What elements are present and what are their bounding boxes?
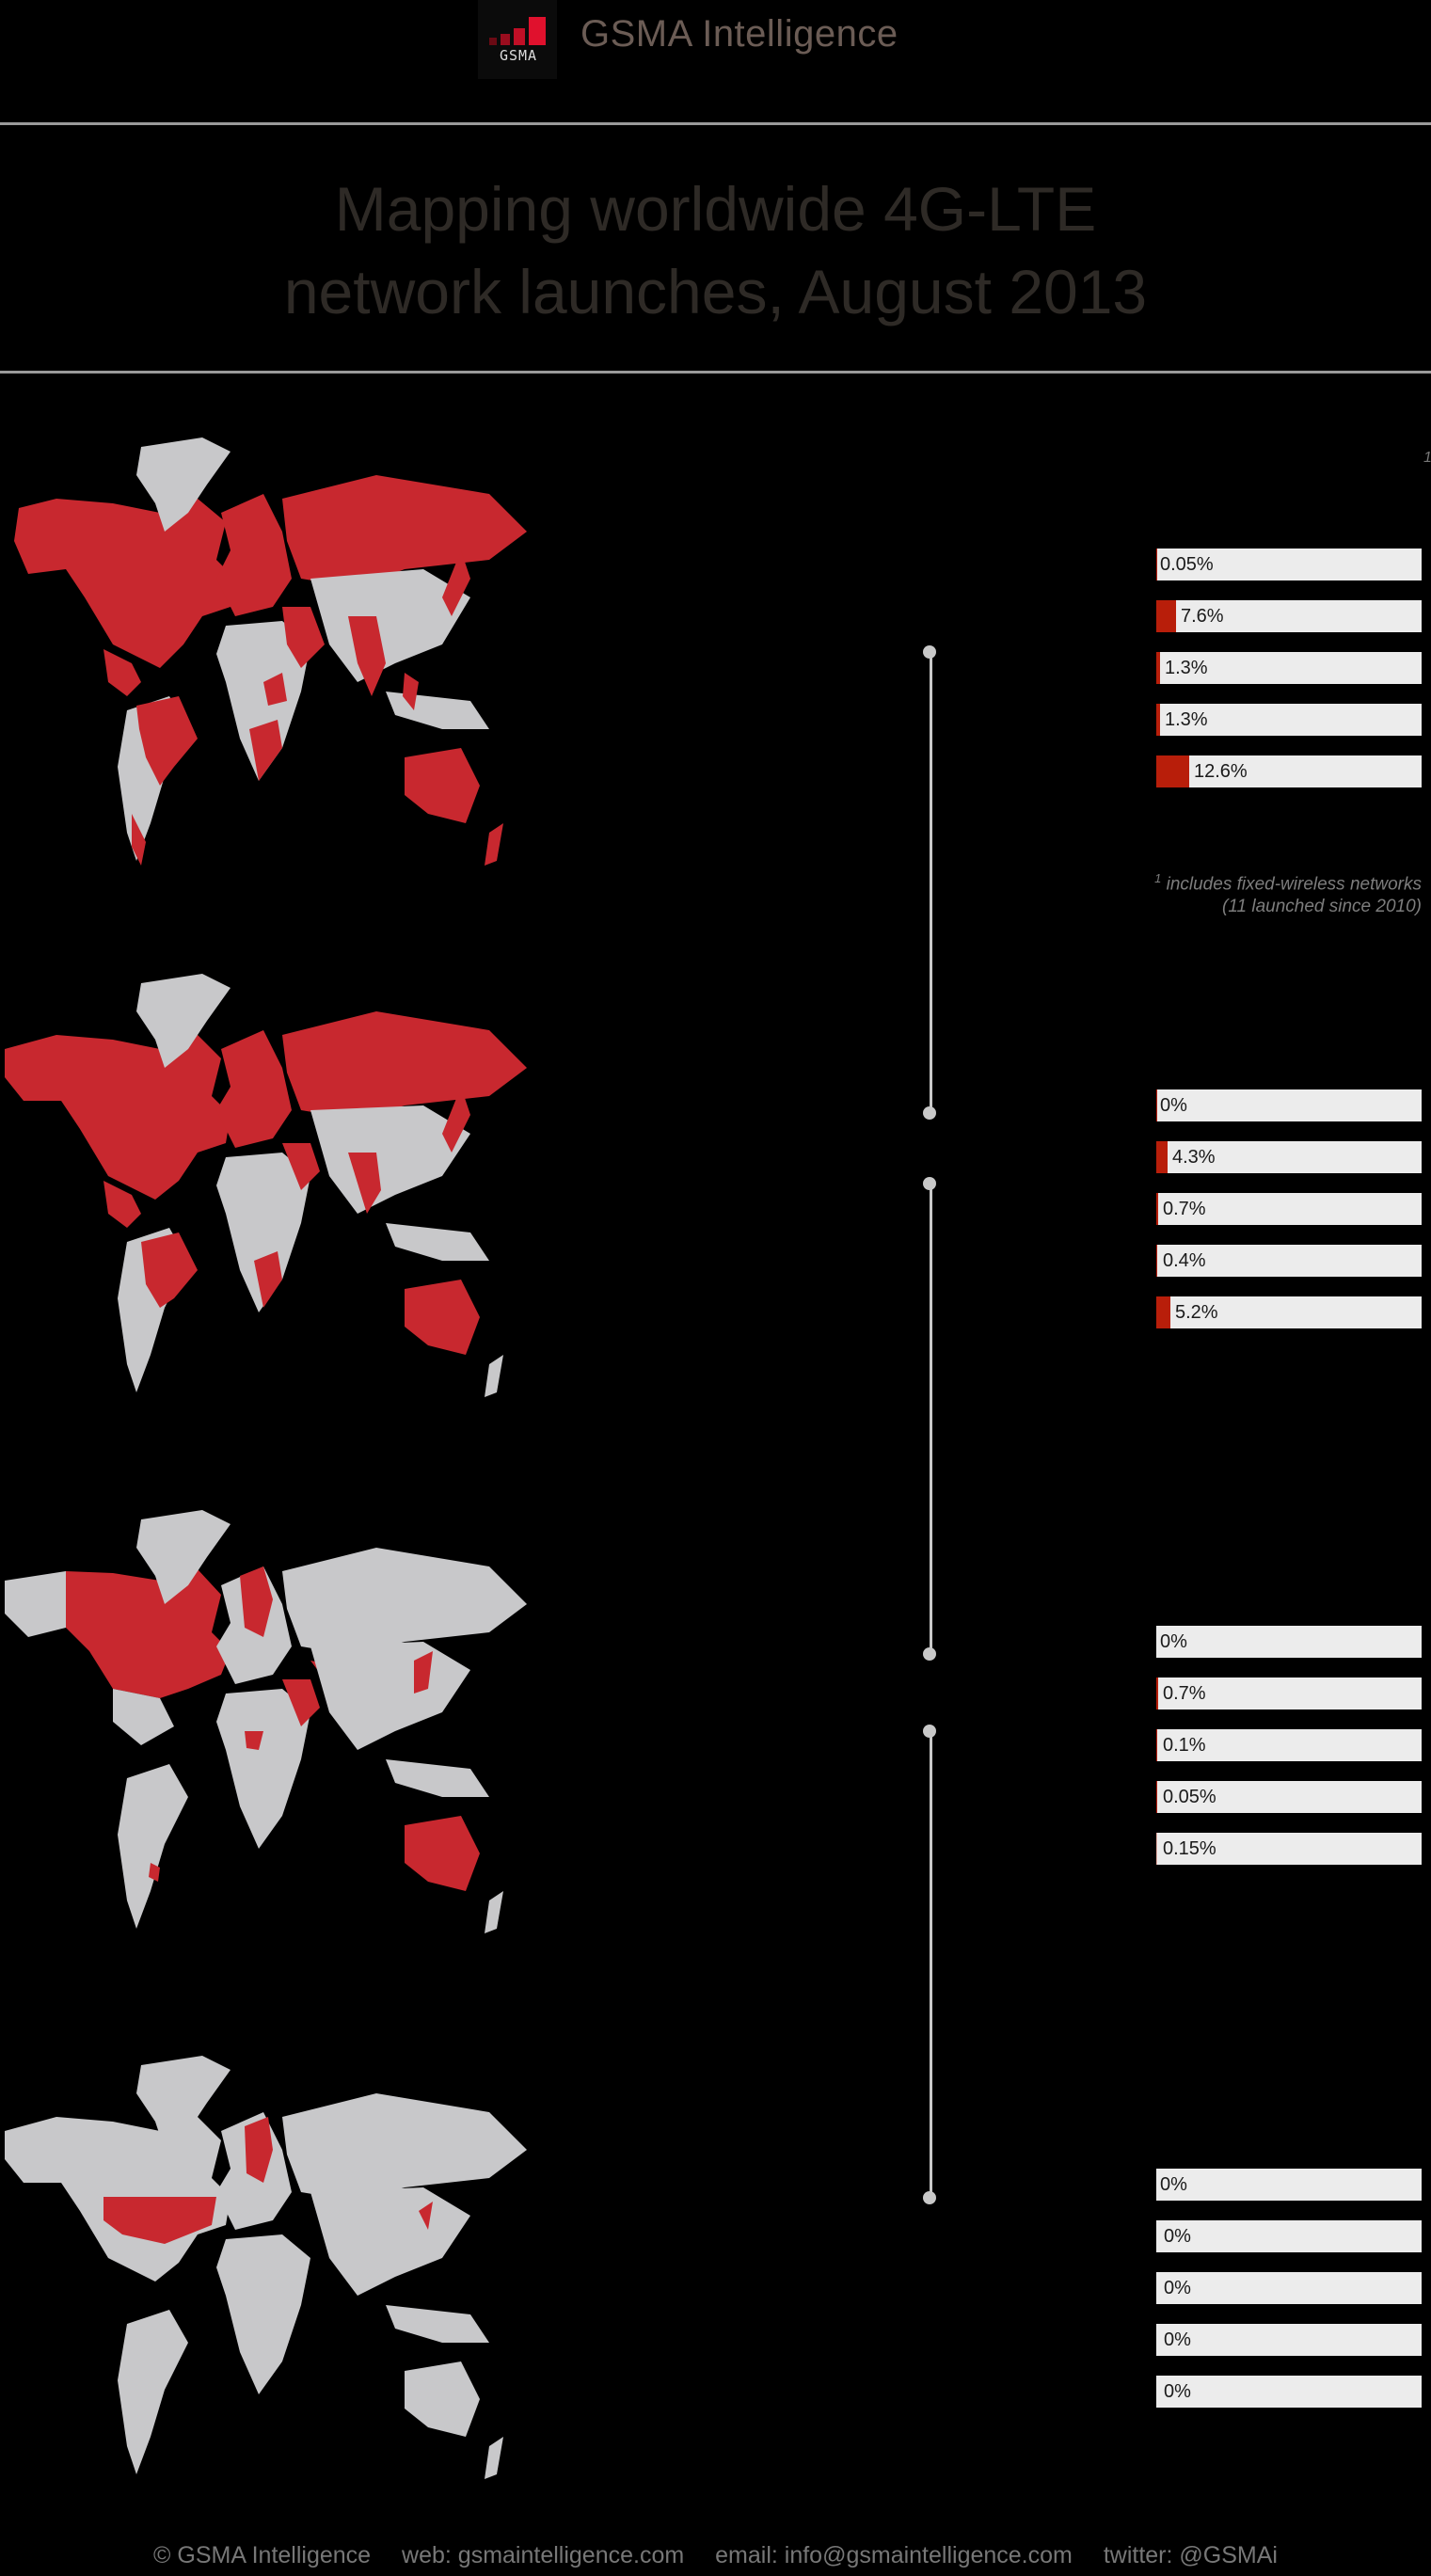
email-link[interactable]: email: info@gsmaintelligence.com (715, 2542, 1073, 2568)
world-map-3 (5, 1510, 527, 1933)
footnote-marker: 1 (1423, 450, 1431, 467)
timeline-segment-3 (930, 1731, 932, 2198)
percentage-bar: 0% (1156, 2324, 1422, 2356)
percentage-bar: 0% (1156, 1626, 1422, 1658)
percentage-bar: 7.6% (1156, 600, 1422, 632)
percentage-bar: 0% (1156, 2272, 1422, 2304)
timeline-segment-2 (930, 1184, 932, 1654)
footnote: 1 includes fixed-wireless networks (11 l… (1154, 871, 1422, 917)
copyright: © GSMA Intelligence (153, 2542, 372, 2568)
timeline-dot (923, 1647, 936, 1661)
percentage-bar: 1.3% (1156, 704, 1422, 736)
timeline-dot (923, 2191, 936, 2204)
percentage-bar: 5.2% (1156, 1296, 1422, 1328)
percentage-bar: 0.15% (1156, 1833, 1422, 1865)
timeline-segment-1 (930, 652, 932, 1113)
percentage-bar: 0% (1156, 2220, 1422, 2252)
percentage-bar: 0.05% (1156, 1781, 1422, 1813)
page-title: Mapping worldwide 4G-LTE network launche… (0, 167, 1431, 333)
percentage-bar: 0.4% (1156, 1245, 1422, 1277)
bar-group-2: 0% 4.3% 0.7% 0.4% 5.2% (1156, 1089, 1422, 1348)
percentage-bar: 0% (1156, 2169, 1422, 2201)
bar-group-3: 0% 0.7% 0.1% 0.05% 0.15% (1156, 1626, 1422, 1884)
twitter-link[interactable]: twitter: @GSMAi (1103, 2542, 1278, 2568)
timeline-dot (923, 1177, 936, 1190)
gsma-logo: GSMA (478, 0, 557, 79)
title-line-2: network launches, August 2013 (283, 257, 1148, 326)
percentage-bar: 12.6% (1156, 755, 1422, 787)
percentage-bar: 0.1% (1156, 1729, 1422, 1761)
bar-group-1: 0.05% 7.6% 1.3% 1.3% 12.6% (1156, 549, 1422, 807)
world-map-4 (5, 2056, 527, 2479)
percentage-bar: 1.3% (1156, 652, 1422, 684)
percentage-bar: 0% (1156, 1089, 1422, 1121)
top-divider (0, 122, 1431, 125)
timeline-dot (923, 1106, 936, 1120)
world-map-1 (14, 437, 527, 866)
percentage-bar: 0.05% (1156, 549, 1422, 580)
bar-group-4: 0% 0% 0% 0% 0% (1156, 2169, 1422, 2427)
bottom-divider (0, 371, 1431, 374)
header: GSMA GSMA Intelligence (0, 0, 1431, 85)
timeline-dot (923, 1725, 936, 1738)
percentage-bar: 0% (1156, 2376, 1422, 2408)
logo-text: GSMA (499, 47, 538, 64)
title-line-1: Mapping worldwide 4G-LTE (334, 174, 1097, 244)
percentage-bar: 0.7% (1156, 1678, 1422, 1709)
web-link[interactable]: web: gsmaintelligence.com (402, 2542, 685, 2568)
brand-name: GSMA Intelligence (580, 13, 898, 55)
signal-bars-icon (489, 17, 546, 45)
footer: © GSMA Intelligence web: gsmaintelligenc… (0, 2542, 1431, 2569)
world-map-2 (5, 974, 527, 1397)
timeline-dot (923, 645, 936, 659)
percentage-bar: 0.7% (1156, 1193, 1422, 1225)
percentage-bar: 4.3% (1156, 1141, 1422, 1173)
